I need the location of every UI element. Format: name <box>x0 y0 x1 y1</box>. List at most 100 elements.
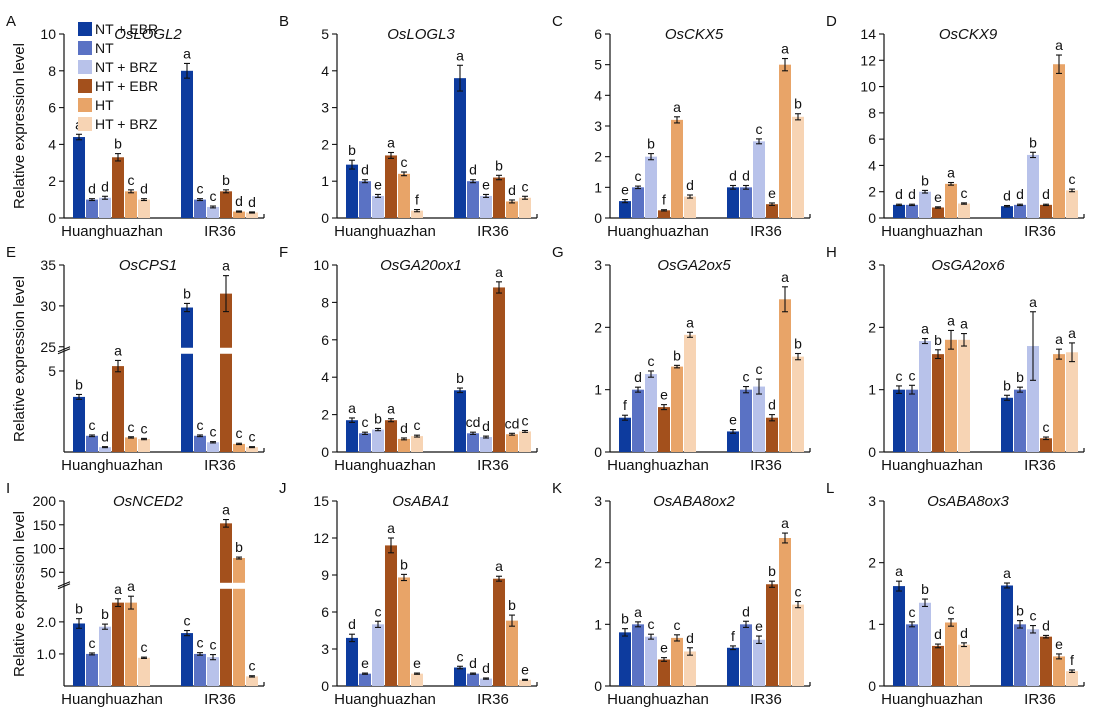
bar <box>411 210 423 218</box>
bar <box>919 341 931 452</box>
gene-title: OsCKX9 <box>939 26 998 43</box>
bar <box>932 354 944 452</box>
significance-letter: c <box>756 361 763 377</box>
y-tick-label: 200 <box>33 493 57 509</box>
significance-letter: c <box>362 414 369 430</box>
significance-letter: b <box>183 285 191 301</box>
significance-letter: f <box>623 397 627 413</box>
bar-break-gap <box>232 582 246 589</box>
y-tick-label: 4 <box>48 136 56 152</box>
y-tick-label: 3 <box>594 493 602 509</box>
y-tick-label: 0 <box>594 444 602 460</box>
y-tick-label: 3 <box>594 118 602 134</box>
significance-letter: b <box>673 347 681 363</box>
y-tick-label: 2 <box>868 555 876 571</box>
y-tick-label: 1 <box>594 382 602 398</box>
panel-letter: J <box>279 480 287 497</box>
y-tick-label: 5 <box>594 57 602 73</box>
significance-letter: c <box>522 178 529 194</box>
significance-letter: a <box>781 41 789 57</box>
bar <box>619 632 631 686</box>
bar <box>346 164 358 218</box>
category-label: Huanghuazhan <box>607 457 709 474</box>
bar <box>398 577 410 686</box>
bar <box>411 436 423 452</box>
significance-letter: cd <box>505 415 520 431</box>
bar <box>1053 64 1065 218</box>
y-tick-label: 50 <box>40 564 56 580</box>
category-label: IR36 <box>750 457 782 474</box>
significance-letter: a <box>495 558 503 574</box>
bar <box>727 431 739 452</box>
bar <box>671 637 683 686</box>
significance-letter: d <box>1016 186 1024 202</box>
significance-letter: d <box>469 655 477 671</box>
panel-letter: I <box>6 480 10 497</box>
category-label: IR36 <box>1024 691 1056 708</box>
bar <box>1040 204 1052 218</box>
y-tick-label: 1 <box>594 179 602 195</box>
significance-letter: c <box>522 412 529 428</box>
significance-letter: b <box>75 601 83 617</box>
y-tick-label: 6 <box>321 332 329 348</box>
category-label: Huanghuazhan <box>607 691 709 708</box>
bar <box>632 187 644 218</box>
significance-letter: a <box>686 314 694 330</box>
significance-letter: b <box>114 136 122 152</box>
significance-letter: c <box>141 420 148 436</box>
y-tick-label: 0 <box>594 678 602 694</box>
significance-letter: b <box>1003 377 1011 393</box>
bar <box>181 307 193 452</box>
bar <box>632 389 644 452</box>
significance-letter: a <box>781 515 789 531</box>
category-label: IR36 <box>1024 223 1056 240</box>
bar <box>1014 624 1026 686</box>
significance-letter: c <box>210 188 217 204</box>
bar <box>893 389 905 452</box>
significance-letter: e <box>413 655 421 671</box>
bar <box>359 181 371 218</box>
gene-title: OsGA2ox6 <box>931 257 1005 274</box>
bar <box>1027 154 1039 218</box>
y-tick-label: 1.0 <box>37 646 57 662</box>
significance-letter: d <box>469 162 477 178</box>
category-label: IR36 <box>477 457 509 474</box>
y-tick-label: 14 <box>860 26 876 42</box>
bar <box>99 197 111 218</box>
significance-letter: c <box>756 121 763 137</box>
significance-letter: e <box>934 189 942 205</box>
significance-letter: b <box>921 581 929 597</box>
significance-letter: a <box>960 316 968 332</box>
bar <box>385 155 397 218</box>
legend-swatch <box>78 22 92 36</box>
y-tick-label: 6 <box>868 131 876 147</box>
y-tick-label: 0 <box>321 678 329 694</box>
bar <box>519 197 531 218</box>
bar <box>1066 190 1078 218</box>
bar <box>519 679 531 686</box>
bar <box>346 420 358 452</box>
significance-letter: d <box>1042 186 1050 202</box>
significance-letter: c <box>1030 608 1037 624</box>
y-axis-label: Relative expression level <box>11 43 28 209</box>
y-tick-label: 1 <box>321 173 329 189</box>
bar <box>753 639 765 686</box>
bar-break-gap <box>219 347 233 354</box>
bar <box>753 141 765 218</box>
legend-label: HT <box>95 97 114 113</box>
panel-letter: K <box>552 480 562 497</box>
y-tick-label: 6 <box>594 26 602 42</box>
gene-title: OsGA2ox5 <box>657 257 731 274</box>
significance-letter: b <box>101 606 109 622</box>
significance-letter: d <box>895 186 903 202</box>
y-tick-label: 12 <box>313 530 329 546</box>
bar <box>779 64 791 219</box>
y-tick-label: 8 <box>48 63 56 79</box>
bar <box>112 157 124 218</box>
y-tick-label: 1 <box>868 616 876 632</box>
bar <box>112 602 124 686</box>
